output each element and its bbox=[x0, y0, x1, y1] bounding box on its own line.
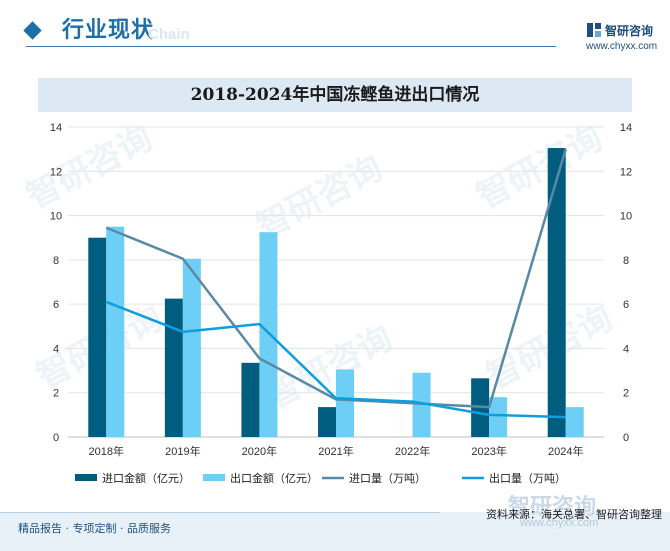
x-tick-label: 2024年 bbox=[548, 444, 583, 458]
x-tick-label: 2020年 bbox=[242, 444, 277, 458]
bar bbox=[318, 407, 336, 437]
x-tick-label: 2023年 bbox=[471, 444, 506, 458]
series-line bbox=[105, 148, 567, 409]
legend-label: 出口金额（亿元） bbox=[230, 471, 318, 485]
page-title: 行业现状 bbox=[62, 18, 155, 43]
company-logo-icon bbox=[587, 23, 601, 37]
bar bbox=[489, 397, 508, 437]
y2-tick-label: 10 bbox=[620, 211, 632, 223]
y-tick-label: 2 bbox=[53, 388, 59, 400]
x-tick-label: 2021年 bbox=[318, 444, 353, 458]
x-tick-label: 2019年 bbox=[165, 444, 200, 458]
company-logo-name: 智研咨询 bbox=[605, 24, 654, 38]
y-tick-label: 14 bbox=[50, 122, 62, 134]
legend-label: 进口量（万吨） bbox=[349, 472, 426, 485]
chart: 0 0 2 2 4 4 6 6 8 8 10 10 12 12 14 14 2018年 2019年 2020年 202… bbox=[50, 122, 632, 485]
bar bbox=[547, 148, 566, 438]
header-divider bbox=[26, 46, 556, 47]
footer-bar bbox=[0, 512, 670, 551]
legend-label: 出口量（万吨） bbox=[489, 471, 566, 485]
y-tick-label: 4 bbox=[53, 343, 59, 355]
company-url: www.chyxx.com bbox=[586, 41, 658, 52]
x-tick-label: 2018年 bbox=[89, 444, 124, 458]
y-tick-label: 12 bbox=[50, 166, 62, 178]
x-tick-label: 2022年 bbox=[395, 444, 430, 458]
legend-swatch bbox=[75, 474, 97, 481]
footer-slogan: 精品报告 · 专项定制 · 品质服务 bbox=[18, 522, 171, 535]
y2-tick-label: 2 bbox=[623, 388, 629, 400]
y-tick-label: 10 bbox=[50, 211, 62, 223]
y2-tick-label: 6 bbox=[623, 299, 629, 311]
series-line bbox=[105, 300, 566, 419]
y-tick-label: 0 bbox=[53, 432, 59, 444]
y2-tick-label: 8 bbox=[623, 255, 629, 267]
bar bbox=[336, 369, 354, 437]
y2-tick-label: 4 bbox=[623, 343, 629, 355]
y2-tick-label: 12 bbox=[620, 166, 632, 178]
chart-title: 2018-2024年中国冻鲣鱼进出口情况 bbox=[190, 85, 480, 105]
y2-tick-label: 14 bbox=[620, 122, 632, 134]
page-header: 行业现状 Chain 智研咨询 www.chyxx.com bbox=[0, 0, 670, 62]
legend-swatch bbox=[203, 474, 225, 481]
bar bbox=[88, 237, 107, 437]
footer-divider bbox=[0, 512, 440, 513]
bar bbox=[182, 258, 201, 437]
bar bbox=[565, 407, 584, 437]
bar bbox=[241, 362, 260, 437]
bar bbox=[106, 226, 125, 437]
footer-url: www.chyxx.com bbox=[520, 517, 599, 529]
footer-logo: 智研咨询 bbox=[508, 495, 597, 520]
bar bbox=[259, 232, 278, 437]
y-tick-label: 6 bbox=[53, 299, 59, 311]
bar bbox=[164, 298, 183, 437]
header-watermark: Chain bbox=[148, 26, 190, 43]
source-note: 资料来源：海关总署、智研咨询整理 bbox=[486, 508, 662, 521]
y2-tick-label: 0 bbox=[623, 432, 629, 444]
y-tick-label: 8 bbox=[53, 255, 59, 267]
legend-label: 进口金额（亿元） bbox=[102, 471, 190, 485]
chart-title-band bbox=[38, 78, 632, 112]
